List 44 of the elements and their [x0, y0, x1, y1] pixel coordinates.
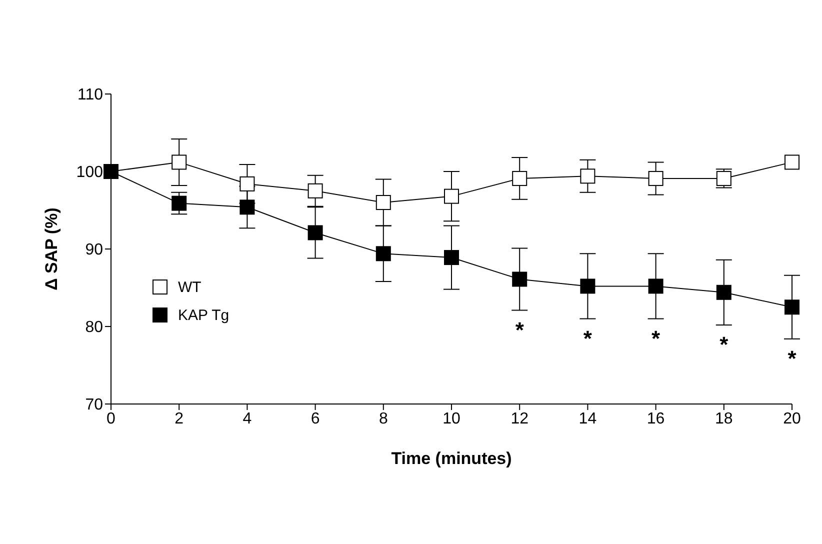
point [648, 170, 664, 186]
x-tick-label: 10 [442, 410, 460, 428]
point [376, 195, 391, 210]
x-tick-label: 12 [510, 410, 529, 428]
point [308, 225, 323, 240]
x-tick-label: 8 [378, 410, 388, 428]
x-tick-label: 14 [578, 410, 597, 428]
point [512, 272, 528, 287]
annotation: * [720, 332, 729, 358]
y-axis-title: Δ SAP (%) [42, 208, 62, 290]
annotation: * [652, 326, 661, 351]
point [308, 183, 323, 198]
x-tick-label: 18 [715, 410, 733, 428]
x-tick-label: 20 [783, 410, 801, 428]
point [444, 188, 459, 204]
point [716, 284, 732, 300]
x-tick-label: 16 [646, 410, 665, 428]
annotation: * [788, 346, 797, 372]
legend-label: KAP Tg [178, 307, 230, 324]
point [240, 200, 255, 215]
x-axis-title: Time (minutes) [391, 449, 512, 468]
annotation: * [515, 317, 524, 342]
point [240, 176, 255, 192]
point [580, 168, 596, 184]
x-tick-label: 0 [106, 410, 116, 428]
y-tick-label: 70 [85, 396, 104, 414]
y-tick-label: 80 [85, 319, 104, 336]
point [172, 154, 187, 170]
point [580, 278, 596, 294]
point [376, 246, 391, 262]
y-tick-label: 100 [76, 164, 104, 182]
point [784, 300, 800, 315]
point [784, 154, 800, 170]
x-tick-label: 2 [174, 410, 184, 428]
point [444, 250, 459, 266]
point [512, 170, 528, 186]
point [648, 278, 664, 294]
x-tick-label: 6 [310, 410, 320, 428]
point [172, 196, 187, 211]
legend-label: WT [178, 279, 202, 296]
annotation: * [583, 326, 592, 351]
y-tick-label: 90 [85, 242, 104, 259]
y-tick-label: 110 [77, 86, 104, 104]
x-tick-label: 4 [242, 410, 252, 428]
